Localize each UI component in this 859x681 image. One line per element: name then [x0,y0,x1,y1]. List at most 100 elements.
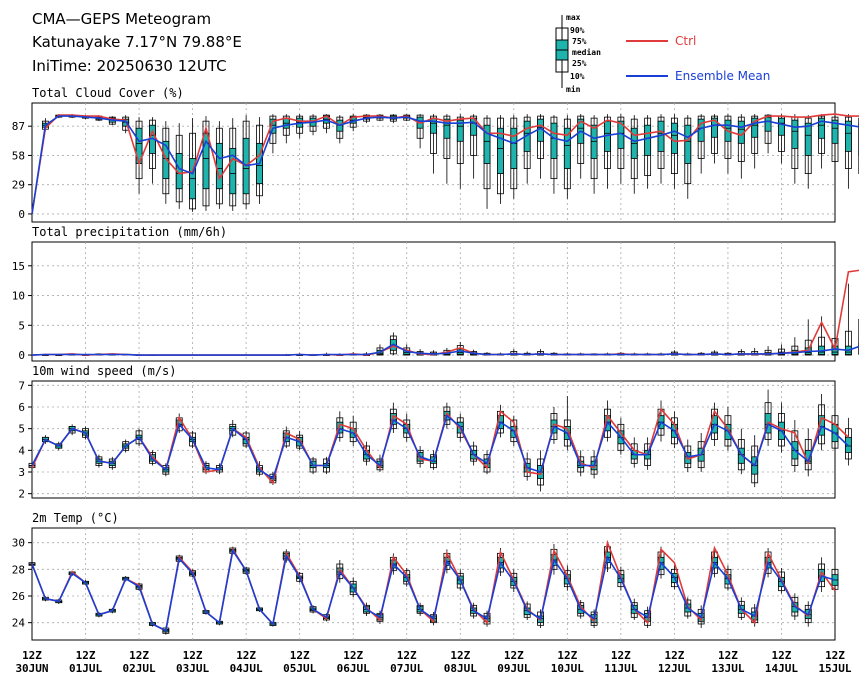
cloud-box-inner [215,142,223,190]
cloud-ytick-label: 0 [18,208,25,221]
temp-title: 2m Temp (°C) [32,511,119,525]
x-tick-hour: 12Z [611,649,631,662]
x-tick-date: 10JUL [551,662,584,675]
cloud-box-inner [831,119,839,144]
temp-panel: 2m Temp (°C) 24 26 28 30 [12,511,839,641]
cloud-box-inner [684,124,692,164]
box-legend: max 90% 75% median 25% 10% min [555,13,601,94]
wind-box-inner [336,421,344,434]
precip-mean-line [31,343,859,356]
precip-ytick-label: 0 [18,349,25,362]
cloud-box-inner [711,117,718,138]
x-tick-hour: 12Z [664,649,684,662]
x-tick-hour: 12Z [557,649,577,662]
cloud-box-inner [430,117,437,134]
cloud-box-inner [229,147,237,195]
cloud-box-outer [430,115,437,154]
precip-title: Total precipitation (mm/6h) [32,225,227,239]
wind-mean-line [31,414,849,480]
temp-ytick-label: 30 [12,537,25,550]
cloud-box-inner [483,124,491,164]
x-tick-date: 14JUL [765,662,798,675]
legend-min: min [566,84,581,94]
cloud-ytick-label: 58 [12,149,25,162]
legend-p10: 10% [570,72,585,81]
cloud-box-outer [470,115,478,156]
cloud-ytick-label: 87 [12,120,25,133]
x-tick-hour: 12Z [129,649,149,662]
wind-box-inner [737,447,745,464]
precip-ctrl-line [31,269,859,356]
cloud-box-inner [751,117,759,138]
wind-ytick-label: 3 [18,466,25,479]
cloud-box-inner [202,132,210,190]
cloud-panel: Total Cloud Cover (%) 0 29 58 87 [12,86,859,223]
x-tick-hour: 12Z [718,649,738,662]
wind-ytick-label: 5 [18,423,25,436]
precip-ytick-label: 5 [18,319,25,332]
precip-ytick-label: 10 [12,290,25,303]
precip-box-outer [844,330,852,356]
cloud-ctrl-line [31,113,859,215]
cloud-box-inner [844,120,852,152]
cloud-box-inner [791,119,799,149]
temp-ytick-label: 26 [12,590,25,603]
cloud-box-inner [510,127,518,169]
x-tick-date: 02JUL [123,662,156,675]
precip-panel: Total precipitation (mm/6h) 0 5 10 15 [12,225,859,362]
x-tick-hour: 12Z [772,649,792,662]
x-tick-hour: 12Z [22,649,42,662]
x-tick-date: 30JUN [15,662,48,675]
temp-mean-line [31,548,836,632]
cloud-box-inner [590,124,598,159]
cloud-box-inner [804,122,812,156]
wind-ytick-label: 2 [18,488,25,501]
cloud-box-inner [162,140,170,180]
cloud-mean-line [31,115,859,215]
x-tick-date: 12JUL [658,662,691,675]
temp-ytick-label: 28 [12,563,25,576]
legend-mean-label: Ensemble Mean [675,69,770,83]
init-time-label: IniTime: 20250630 12UTC [32,57,227,75]
x-tick-hour: 12Z [76,649,96,662]
legend-max: max [566,13,581,22]
wind-panel: 10m wind speed (m/s) 2 3 4 5 6 7 [18,364,852,501]
cloud-box-inner [269,118,277,134]
cloud-box-inner [456,119,464,142]
x-tick-date: 13JUL [711,662,744,675]
cloud-box-inner [497,127,504,174]
cloud-box-inner [818,117,826,139]
legend-p25: 25% [572,59,587,68]
cloud-box-inner [644,124,652,156]
meteogram-title: CMA—GEPS Meteogram [32,10,211,28]
wind-ytick-label: 7 [18,379,25,392]
precip-frame [31,241,836,362]
cloud-box-inner [563,127,571,169]
x-tick-hour: 12Z [183,649,203,662]
legend-p90: 90% [570,26,585,35]
x-tick-date: 05JUL [283,662,316,675]
x-tick-hour: 12Z [236,649,256,662]
legend-ctrl-label: Ctrl [675,34,696,48]
temp-ytick-label: 24 [12,617,26,630]
x-tick-hour: 12Z [504,649,524,662]
cloud-box-inner [778,117,785,136]
x-tick-date: 04JUL [230,662,263,675]
x-axis: 12Z30JUN12Z01JUL12Z02JUL12Z03JUL12Z04JUL… [15,649,851,675]
x-tick-date: 01JUL [69,662,102,675]
x-tick-hour: 12Z [450,649,470,662]
precip-ytick-label: 15 [12,260,25,273]
x-tick-hour: 12Z [825,649,845,662]
line-legend: Ctrl Ensemble Mean [626,34,770,83]
x-tick-date: 15JUL [818,662,851,675]
cloud-box-inner [550,122,558,159]
location-label: Katunayake 7.17°N 79.88°E [32,33,242,51]
cloud-ytick-label: 29 [12,179,25,192]
x-tick-date: 08JUL [444,662,477,675]
x-tick-hour: 12Z [290,649,310,662]
x-tick-date: 11JUL [604,662,637,675]
x-tick-hour: 12Z [343,649,363,662]
wind-ytick-label: 6 [18,401,25,414]
panels: Total Cloud Cover (%) 0 29 58 87 Total precip… [12,86,859,641]
wind-ytick-label: 4 [18,444,25,457]
